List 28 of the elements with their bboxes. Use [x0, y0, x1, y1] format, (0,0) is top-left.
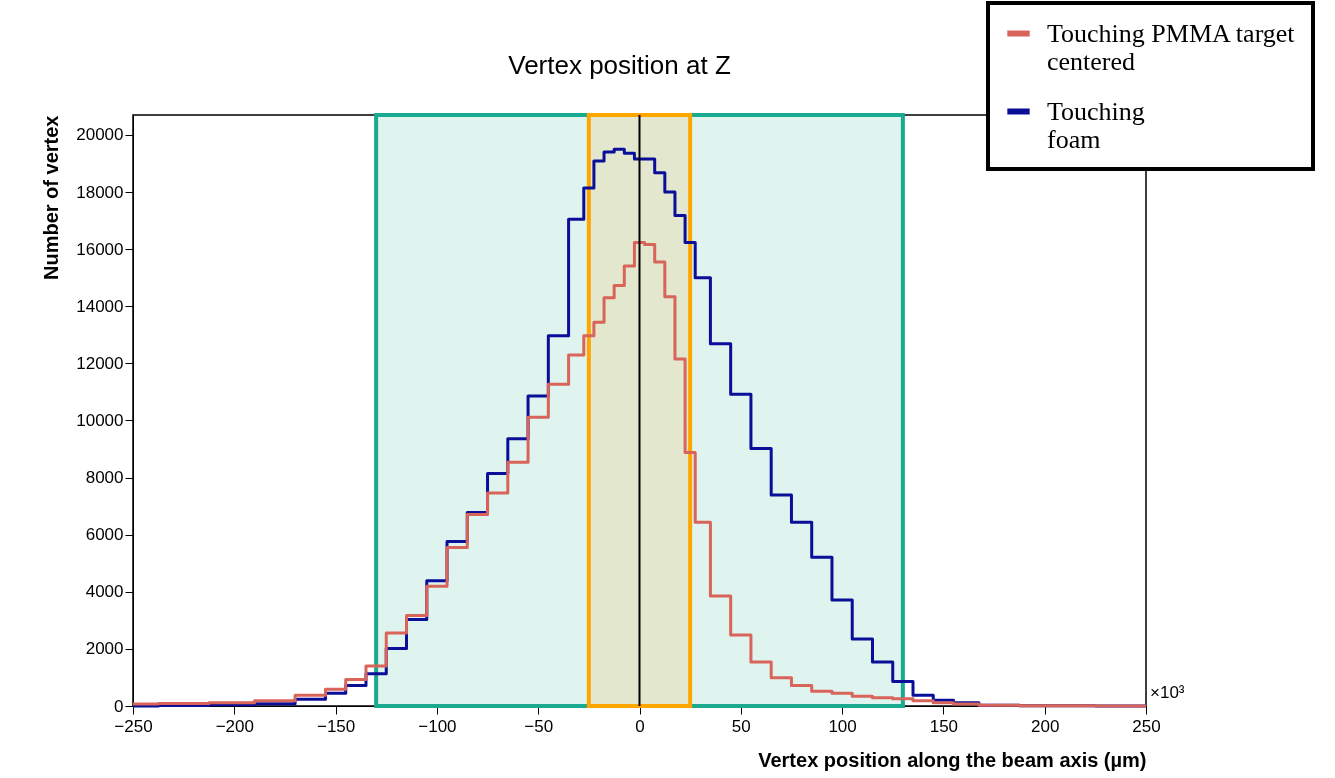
chart-title: Vertex position at Z	[508, 50, 731, 80]
legend-label: Touching PMMA target centered	[1047, 18, 1296, 76]
x-tick-label: 150	[929, 716, 959, 736]
x-tick-label: 100	[828, 716, 857, 736]
text: ×10³	[1150, 683, 1185, 702]
y-tick-label: 18000	[76, 182, 124, 202]
y-tick-label: 4000	[85, 582, 124, 602]
y-tick-label: 14000	[76, 296, 124, 316]
x-tick-label: −200	[215, 716, 254, 736]
x-tick-label: −100	[418, 716, 457, 736]
y-tick-label: 10000	[76, 410, 124, 430]
y-axis-title: Number of vertex	[40, 115, 63, 280]
y-tick-label: 0	[114, 696, 124, 716]
x-tick-label: 0	[635, 716, 645, 736]
x-tick-label: 50	[731, 716, 751, 736]
x-tick-label: −250	[114, 716, 153, 736]
x-tick-label: −150	[316, 716, 356, 736]
y-tick-label: 12000	[76, 353, 124, 373]
y-tick-label: 16000	[76, 239, 124, 259]
x-tick-label: −50	[524, 716, 554, 736]
y-tick-label: 8000	[85, 468, 124, 488]
y-tick-label: 6000	[85, 525, 124, 545]
y-tick-label: 2000	[85, 639, 124, 659]
x-axis-title: Vertex position along the beam axis (µm)	[758, 748, 1147, 771]
x-tick-label: 250	[1132, 716, 1161, 736]
legend-label: Touching foam	[1047, 96, 1145, 154]
x-tick-label: 200	[1031, 716, 1060, 736]
y-tick-label: 20000	[76, 125, 124, 145]
